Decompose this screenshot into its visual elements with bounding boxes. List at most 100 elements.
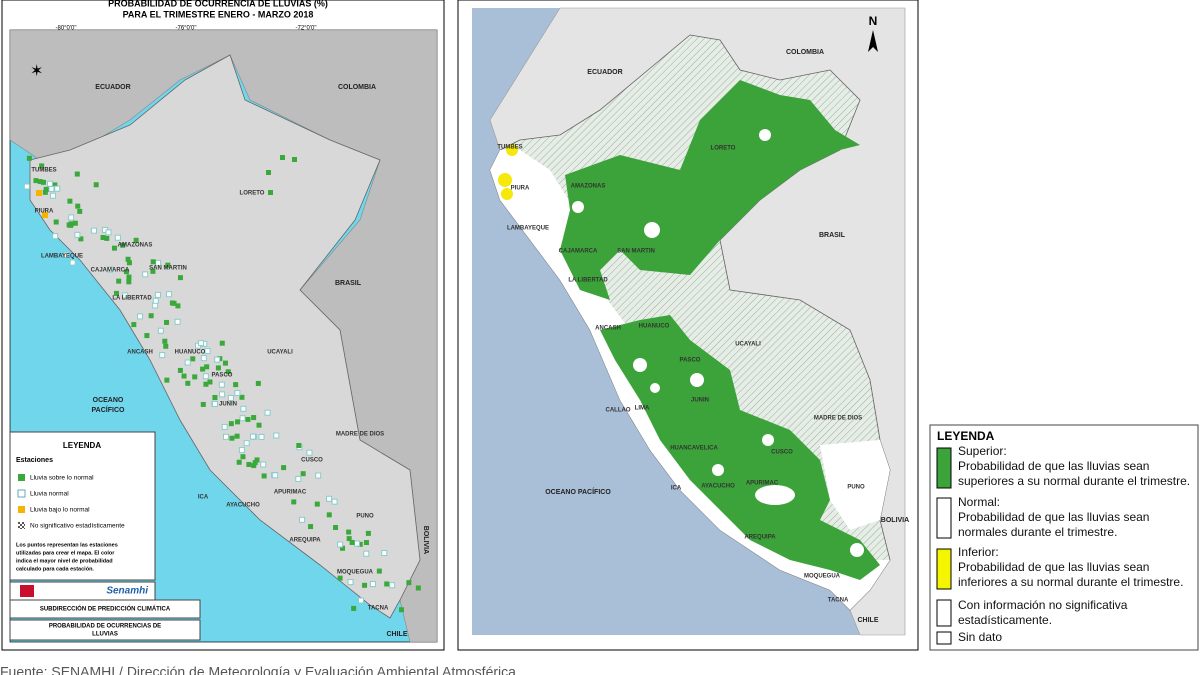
left-title: PROBABILIDAD DE OCURRENCIA DE LLUVIAS (%… — [108, 0, 328, 8]
station — [181, 373, 187, 379]
station — [174, 318, 181, 325]
region-label: HUANUCO — [175, 350, 206, 356]
station — [152, 297, 159, 304]
station — [299, 516, 306, 523]
legend-item: Lluvia normal — [30, 491, 69, 498]
station — [116, 278, 122, 284]
station — [251, 463, 257, 469]
region-label: LA LIBERTAD — [112, 296, 152, 302]
legend-swatch — [936, 599, 952, 627]
station — [68, 214, 75, 221]
station — [349, 539, 355, 545]
station — [264, 409, 271, 416]
region-label: UCAYALI — [267, 350, 293, 356]
station — [337, 575, 343, 581]
inferior-zone — [506, 144, 518, 156]
region-label: CUSCO — [301, 458, 323, 464]
station — [190, 356, 196, 362]
compass: ✶ — [30, 63, 43, 80]
station — [246, 461, 252, 467]
superior-zone — [600, 315, 880, 580]
legend-note: Los puntos representan las estaciones — [16, 542, 118, 548]
north-arrow: N — [869, 14, 878, 28]
station — [215, 365, 221, 371]
left-legend-box — [9, 431, 156, 581]
station — [326, 495, 333, 502]
station — [384, 581, 390, 587]
station — [273, 432, 280, 439]
station — [239, 415, 246, 422]
region-label: CAJAMARCA — [559, 249, 598, 255]
region-label: LA LIBERTAD — [568, 278, 608, 284]
station — [211, 400, 218, 407]
legend-swatch — [936, 631, 952, 645]
station — [258, 433, 265, 440]
station — [137, 313, 144, 320]
station — [363, 540, 369, 546]
left-footer: PROBABILIDAD DE OCURRENCIAS DE — [49, 624, 161, 630]
station — [369, 581, 376, 588]
station — [123, 269, 129, 275]
station — [251, 415, 257, 421]
station — [207, 379, 213, 385]
country-label: BOLIVIA — [422, 526, 429, 554]
logo-text: Senamhi — [106, 586, 148, 597]
station — [346, 529, 352, 535]
left-legend-subtitle: Estaciones — [16, 457, 53, 464]
station — [107, 266, 114, 273]
legend-note: indica el mayor nivel de probabilidad — [16, 558, 113, 564]
station — [144, 333, 150, 339]
station — [26, 155, 32, 161]
right-map: N ECUADOR COLOMBIA BRASIL BOLIVIA CHILE OCEAN… — [457, 0, 919, 651]
legend-swatch — [936, 447, 952, 489]
station — [69, 259, 76, 266]
station — [266, 170, 271, 175]
legend-text: superiores a su normal durante el trimes… — [958, 474, 1190, 488]
station — [105, 229, 112, 236]
station — [177, 367, 183, 373]
station — [150, 259, 156, 265]
region-label: PIURA — [35, 209, 54, 215]
station — [90, 227, 97, 234]
station — [399, 607, 405, 613]
left-peru — [29, 54, 421, 619]
station — [50, 192, 57, 199]
station — [198, 340, 205, 347]
station — [214, 356, 221, 363]
region-label: AYACUCHO — [701, 484, 735, 490]
station — [252, 460, 258, 466]
station — [104, 235, 110, 241]
region-label: TUMBES — [497, 145, 522, 151]
station — [37, 179, 43, 185]
region-label: PASCO — [212, 373, 233, 379]
station — [235, 419, 241, 425]
station — [223, 433, 230, 440]
legend-note: calculado para cada estación. — [16, 566, 94, 572]
station — [93, 182, 99, 188]
normal-zone — [820, 440, 890, 530]
station — [68, 221, 74, 227]
legend-swatch — [936, 497, 952, 539]
station — [164, 319, 170, 325]
left-legend-items: Lluvia sobre lo normal Lluvia normal Lluvi… — [16, 475, 125, 573]
station — [202, 373, 209, 380]
region-label: AREQUIPA — [289, 538, 321, 544]
country-label: ECUADOR — [587, 69, 622, 76]
station — [240, 405, 247, 412]
station — [166, 291, 173, 298]
region-label: MADRE DE DIOS — [336, 432, 384, 438]
legend-label: Con información no significativa — [958, 598, 1128, 612]
station — [39, 163, 45, 169]
region-label: SAN MARTIN — [149, 266, 187, 272]
legend: LEYENDA Superior:Probabilidad de que las… — [929, 424, 1199, 651]
station — [159, 352, 166, 359]
region-label: AMAZONAS — [571, 184, 606, 190]
station — [245, 416, 251, 422]
normal-holes — [572, 129, 864, 557]
station — [74, 171, 80, 177]
station — [221, 423, 228, 430]
station — [219, 391, 226, 398]
station — [43, 186, 49, 192]
station — [184, 359, 191, 366]
